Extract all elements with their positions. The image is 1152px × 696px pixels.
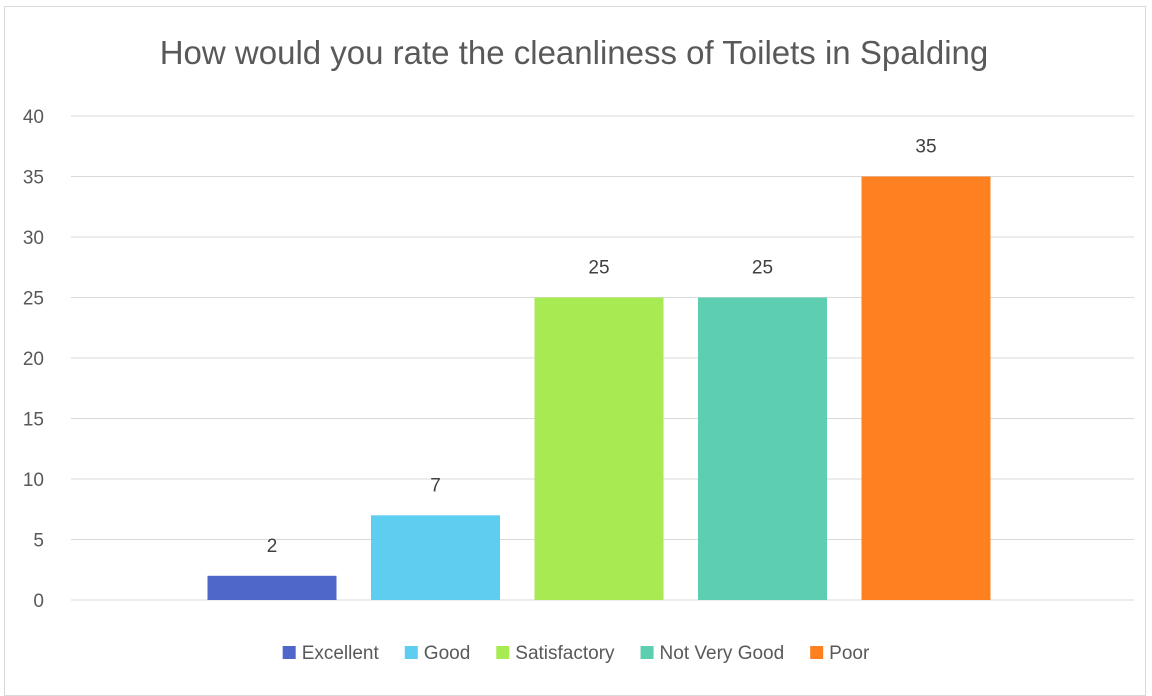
legend: Excellent Good Satisfactory Not Very Good Po… <box>282 643 870 664</box>
data-label: 35 <box>915 137 936 158</box>
bar-satisfactory <box>534 297 664 600</box>
bar-chart: How would you rate the cleanliness of To… <box>23 34 1134 664</box>
y-tick-label: 20 <box>23 349 44 370</box>
y-tick-label: 10 <box>23 470 44 491</box>
y-tick-label: 5 <box>33 531 44 552</box>
legend-swatch <box>404 646 418 659</box>
legend-label: Satisfactory <box>515 643 615 664</box>
legend-swatch <box>496 646 510 659</box>
bar-poor <box>861 176 991 600</box>
legend-swatch <box>640 646 654 659</box>
legend-swatch <box>282 646 296 659</box>
bars <box>207 176 991 600</box>
legend-swatch <box>810 646 824 659</box>
bar-good <box>371 515 500 600</box>
data-label: 2 <box>267 536 278 557</box>
data-labels: 2 7 25 25 35 <box>267 137 937 557</box>
legend-label: Poor <box>829 643 870 664</box>
y-tick-label: 40 <box>23 107 44 128</box>
data-label: 25 <box>752 258 773 279</box>
y-tick-label: 30 <box>23 228 44 249</box>
data-label: 25 <box>588 258 609 279</box>
bar-excellent <box>207 575 337 600</box>
y-tick-label: 0 <box>33 591 44 612</box>
y-tick-label: 35 <box>23 168 44 189</box>
y-tick-label: 25 <box>23 289 44 310</box>
legend-label: Good <box>424 643 470 664</box>
bar-not-very-good <box>698 297 827 600</box>
data-label: 7 <box>430 475 441 496</box>
legend-label: Excellent <box>302 643 380 664</box>
y-tick-label: 15 <box>23 410 44 431</box>
y-axis-ticks: 0 5 10 15 20 25 30 35 40 <box>23 107 44 612</box>
chart-title: How would you rate the cleanliness of To… <box>160 34 989 71</box>
legend-label: Not Very Good <box>660 643 785 664</box>
